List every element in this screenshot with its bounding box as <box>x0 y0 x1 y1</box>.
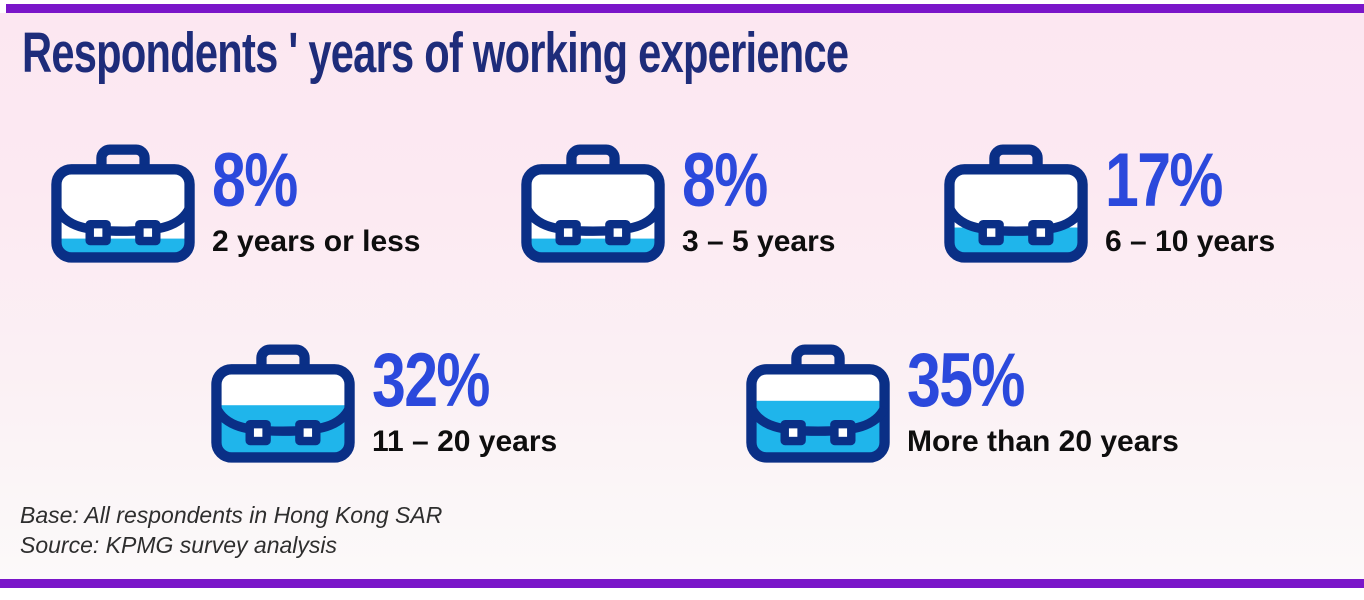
footnotes: Base: All respondents in Hong Kong SAR S… <box>20 501 442 561</box>
base-note: Base: All respondents in Hong Kong SAR <box>20 502 443 528</box>
category-label: More than 20 years <box>907 425 1179 459</box>
category-label: 2 years or less <box>212 225 421 259</box>
experience-item-11-20-years: 32% 11 – 20 years <box>208 338 558 465</box>
chart-title: Respondents ' years of working experienc… <box>22 21 849 85</box>
briefcase-icon <box>51 144 195 263</box>
percent-value: 32% <box>372 338 491 423</box>
bottom-accent-bar <box>0 579 1364 588</box>
briefcase-icon <box>521 144 665 263</box>
category-label: 6 – 10 years <box>1105 225 1276 259</box>
briefcase-icon <box>944 144 1088 263</box>
percent-value: 35% <box>907 338 1025 423</box>
top-accent-bar <box>6 4 1364 13</box>
source-note: Source: KPMG survey analysis <box>20 531 338 558</box>
background-gradient <box>0 13 1364 588</box>
briefcase-icon <box>211 344 355 463</box>
category-label: 11 – 20 years <box>372 425 558 459</box>
experience-item-more-than-20-years: 35% More than 20 years <box>743 338 1179 465</box>
experience-item-3-5-years: 8% 3 – 5 years <box>518 138 836 265</box>
category-label: 3 – 5 years <box>682 225 836 259</box>
briefcase-icon <box>746 344 890 463</box>
percent-value: 17% <box>1105 138 1224 223</box>
experience-item-6-10-years: 17% 6 – 10 years <box>941 138 1276 265</box>
percent-value: 8% <box>212 138 298 223</box>
experience-item-2-years-or-less: 8% 2 years or less <box>48 138 421 265</box>
percent-value: 8% <box>682 138 768 223</box>
